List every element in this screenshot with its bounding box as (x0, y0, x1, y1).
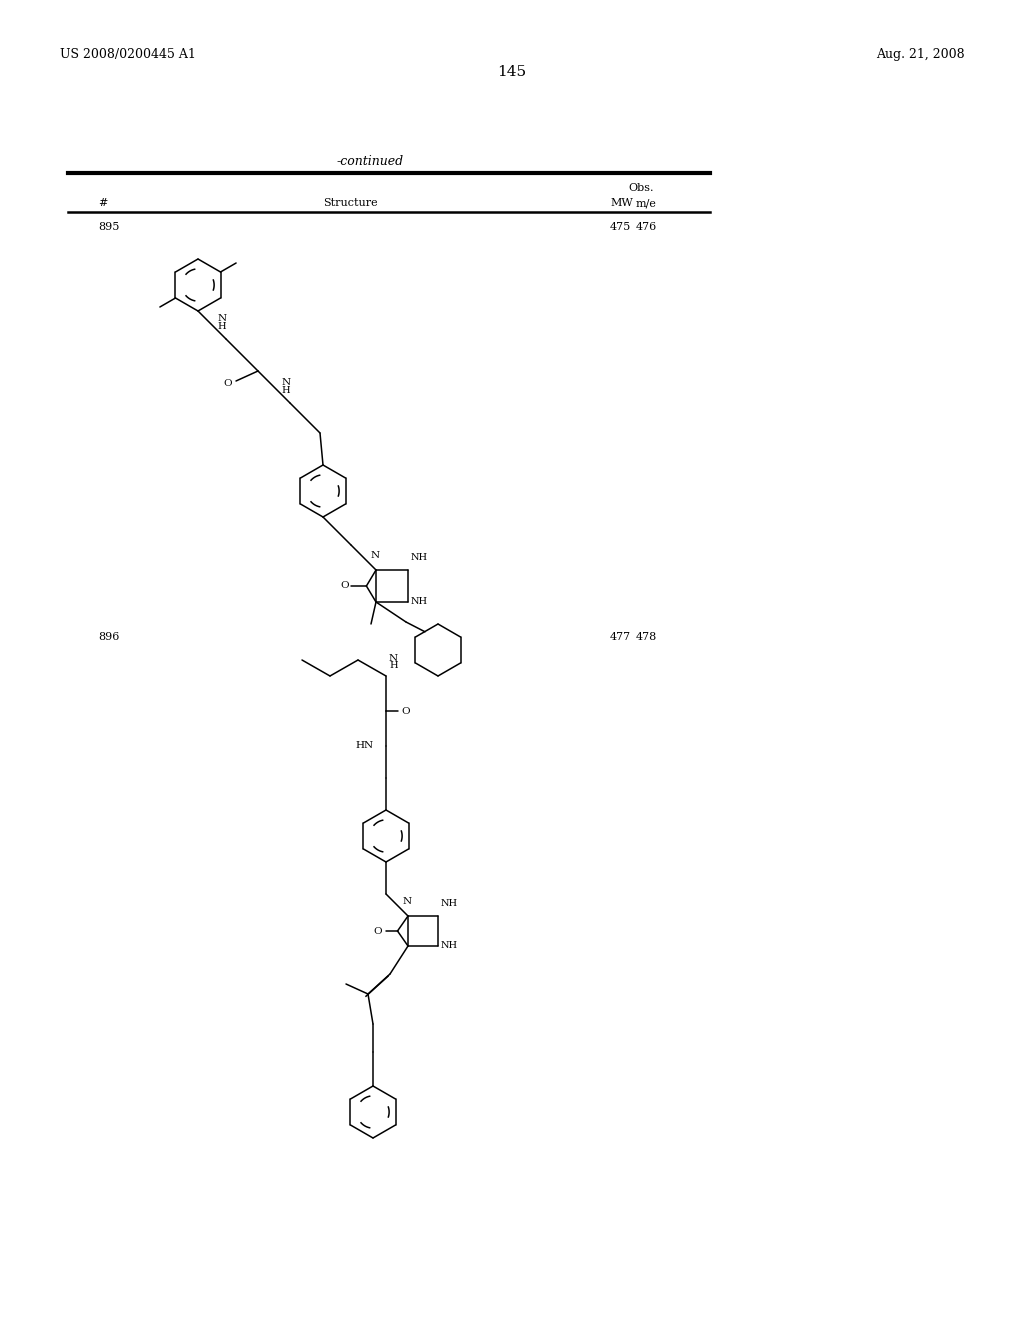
Text: Structure: Structure (323, 198, 377, 209)
Text: O: O (373, 927, 382, 936)
Text: NH: NH (411, 598, 428, 606)
Text: 478: 478 (636, 632, 657, 642)
Text: HN: HN (356, 742, 374, 751)
Text: 895: 895 (98, 222, 120, 232)
Text: 475: 475 (610, 222, 631, 232)
Text: Aug. 21, 2008: Aug. 21, 2008 (877, 48, 965, 61)
Text: O: O (401, 706, 410, 715)
Text: N: N (389, 653, 398, 663)
Text: O: O (340, 582, 349, 590)
Text: US 2008/0200445 A1: US 2008/0200445 A1 (60, 48, 196, 61)
Text: NH: NH (441, 899, 458, 908)
Text: N: N (371, 550, 380, 560)
Text: N: N (217, 314, 226, 323)
Text: MW: MW (610, 198, 633, 209)
Text: -continued: -continued (337, 154, 403, 168)
Text: H: H (218, 322, 226, 331)
Text: H: H (282, 385, 291, 395)
Text: 477: 477 (610, 632, 631, 642)
Text: Obs.: Obs. (628, 183, 653, 193)
Text: 476: 476 (636, 222, 657, 232)
Text: NH: NH (441, 941, 458, 950)
Text: H: H (389, 661, 397, 671)
Text: #: # (98, 198, 108, 209)
Text: 145: 145 (498, 65, 526, 79)
Text: O: O (223, 379, 232, 388)
Text: m/e: m/e (636, 198, 656, 209)
Text: N: N (282, 378, 291, 387)
Text: N: N (402, 898, 412, 906)
Text: NH: NH (411, 553, 428, 562)
Text: 896: 896 (98, 632, 120, 642)
